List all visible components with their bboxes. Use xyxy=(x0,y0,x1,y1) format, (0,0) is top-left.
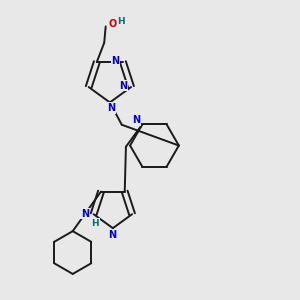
Text: N: N xyxy=(107,103,115,113)
Text: N: N xyxy=(120,81,128,91)
Text: H: H xyxy=(117,16,125,26)
Text: H: H xyxy=(91,219,99,228)
Text: N: N xyxy=(112,56,120,66)
Text: N: N xyxy=(132,115,140,125)
Text: O: O xyxy=(108,19,116,29)
Text: N: N xyxy=(81,208,89,219)
Text: N: N xyxy=(108,230,116,240)
